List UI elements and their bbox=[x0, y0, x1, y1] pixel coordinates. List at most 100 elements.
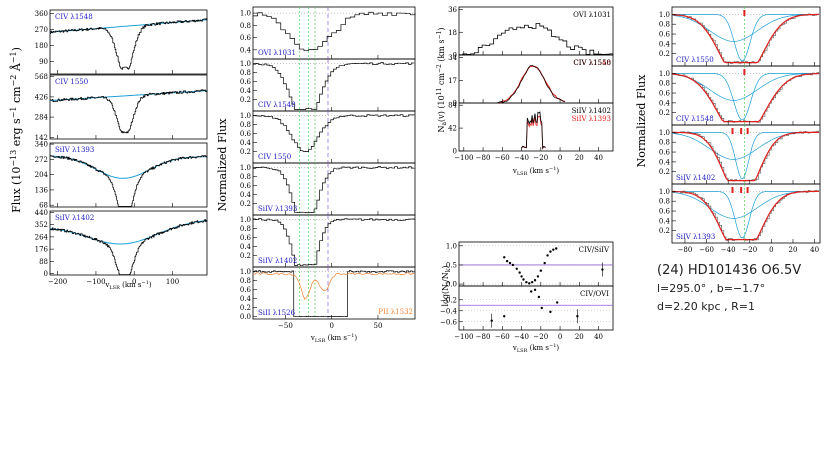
ratio-1-xtick-label: 20 bbox=[575, 333, 584, 341]
ratio-point bbox=[539, 269, 543, 272]
ratio-point bbox=[552, 248, 555, 251]
flux-2-ytick-label: 204 bbox=[35, 171, 49, 179]
norm-1-ytick-label: 0.6 bbox=[240, 78, 252, 86]
na-2-xtick-label: 40 bbox=[594, 154, 603, 162]
flux-2-ytick-label: 340 bbox=[35, 141, 48, 149]
flux-0-ytick-label: 270 bbox=[35, 26, 48, 34]
component-marker bbox=[746, 187, 749, 193]
fit-component-narrow bbox=[672, 14, 819, 61]
norm-spectrum-line bbox=[253, 62, 415, 110]
line-label: SiII λ1526 bbox=[258, 309, 296, 317]
norm-5-ytick-label: 0.4 bbox=[240, 295, 252, 303]
ratio-1-ytick-label: −0.6 bbox=[440, 318, 458, 326]
norm-1-ytick-label: 0.2 bbox=[240, 96, 251, 104]
ratio-point bbox=[555, 301, 559, 304]
fit-2-ytick-label: 0.4 bbox=[659, 158, 671, 166]
norm-0-ytick-label: 1.0 bbox=[240, 10, 251, 18]
ratio-point bbox=[511, 263, 515, 267]
fit-3-xtick-label: −20 bbox=[742, 246, 757, 254]
x-axis-label: vLSR (km s−1) bbox=[310, 333, 358, 344]
component-marker bbox=[746, 128, 749, 134]
line-label: CIV λ1550 bbox=[573, 59, 611, 67]
x-axis-label: vLSR (km s−1) bbox=[512, 343, 560, 354]
norm-5-xtick-label: 0 bbox=[329, 322, 333, 330]
distance-info: d=2.20 kpc , R=1 bbox=[657, 300, 755, 313]
flux-1-ytick-label: 284 bbox=[35, 114, 49, 122]
ratio-1-ytick-label: −0.4 bbox=[440, 307, 458, 315]
flux-panel-frame bbox=[49, 210, 208, 276]
ratio-1-ytick-label: −0.2 bbox=[440, 296, 457, 304]
fit-component-broad bbox=[671, 191, 819, 219]
fit-3-ytick-label: 0.8 bbox=[659, 198, 670, 206]
component-marker bbox=[731, 128, 734, 134]
civ-1550-na-profile bbox=[497, 64, 566, 104]
ratio-point bbox=[503, 315, 506, 318]
norm-1-ytick-label: 0.4 bbox=[240, 87, 252, 95]
fit-3-xtick-label: 0 bbox=[769, 246, 773, 254]
flux-3-ytick-label: 352 bbox=[35, 221, 48, 229]
na-2-xtick-label: 0 bbox=[558, 154, 562, 162]
ratio-point bbox=[537, 295, 541, 299]
fit-3-xtick-label: −40 bbox=[721, 246, 736, 254]
line-label: SiIV λ1393 bbox=[55, 146, 94, 154]
flux-3-xtick-label: 100 bbox=[166, 278, 179, 286]
na-2-ytick-label: 0 bbox=[453, 148, 457, 156]
line-label: CIV 1550 bbox=[55, 78, 88, 86]
ratio-point bbox=[549, 310, 552, 314]
norm-1-ytick-label: 1.0 bbox=[240, 60, 251, 68]
ratio-1-xtick-label: 40 bbox=[594, 333, 603, 341]
flux-0-ytick-label: 180 bbox=[35, 42, 48, 50]
na-2-ytick-label: 84 bbox=[448, 102, 457, 110]
norm-5-xtick-label: −50 bbox=[278, 322, 293, 330]
fit-1-ytick-label: 0.2 bbox=[659, 109, 670, 117]
flux-panel-frame bbox=[49, 74, 208, 140]
ratio-point bbox=[529, 290, 533, 293]
flux-1-ytick-label: 426 bbox=[35, 93, 49, 101]
norm-panel-frame bbox=[252, 266, 416, 320]
x-axis-label: vLSR (km s−1) bbox=[104, 280, 152, 291]
civ-1548-na-profile bbox=[497, 65, 565, 104]
norm-spectrum-line bbox=[253, 11, 416, 51]
line-label: SiIV λ1402 bbox=[258, 257, 297, 265]
na-2-xtick-label: −40 bbox=[514, 154, 529, 162]
ratio-1-xtick-label: −60 bbox=[495, 333, 510, 341]
fit-0-ytick-label: 0.6 bbox=[659, 31, 671, 39]
norm-5-xtick-label: 50 bbox=[374, 322, 383, 330]
flux-3-ytick-label: 0 bbox=[44, 270, 48, 278]
line-label: CIV λ1550 bbox=[676, 56, 714, 64]
flux-spectrum-line bbox=[50, 89, 208, 134]
norm-3-ytick-label: 0.8 bbox=[240, 173, 251, 181]
ratio-point bbox=[505, 259, 509, 263]
line-label: SiIV λ1393 bbox=[676, 233, 715, 241]
ratio-point bbox=[555, 247, 558, 250]
panel-group-c-column-density: 36 18 0 OVI λ1031 CIV λ1548 34 17 0 CIV λ1550 SiI… bbox=[436, 6, 614, 177]
flux-panel-frame bbox=[49, 142, 208, 208]
star-name: (24) HD101436 O6.5V bbox=[657, 263, 802, 278]
na-2-ytick-label: 42 bbox=[448, 125, 457, 133]
norm-spectrum-line bbox=[253, 166, 415, 214]
x-axis-label: vLSR (km s−1) bbox=[512, 166, 560, 177]
flux-3-xtick-label: −200 bbox=[48, 278, 67, 286]
ratio-point bbox=[533, 279, 537, 282]
norm-2-ytick-label: 0.6 bbox=[240, 130, 252, 138]
fit-3-xtick-label: 20 bbox=[789, 246, 798, 254]
fit-1-ytick-label: 0.4 bbox=[659, 99, 671, 107]
ratio-1-xtick-label: −40 bbox=[514, 333, 529, 341]
norm-spectrum-line bbox=[253, 114, 415, 152]
flux-1-ytick-label: 568 bbox=[35, 73, 48, 81]
norm-spectrum-line bbox=[253, 270, 415, 318]
component-marker bbox=[740, 187, 743, 193]
line-label: CIV 1550 bbox=[258, 153, 291, 161]
fit-component-narrow bbox=[672, 73, 819, 121]
fit-model-line bbox=[671, 13, 819, 64]
fit-0-ytick-label: 0.8 bbox=[659, 21, 670, 29]
norm-3-ytick-label: 0.4 bbox=[240, 191, 252, 199]
fit-3-ytick-label: 0.2 bbox=[659, 227, 670, 235]
y-axis-label: Normalized Flux bbox=[635, 74, 648, 168]
component-marker bbox=[731, 187, 734, 193]
norm-4-ytick-label: 0.8 bbox=[240, 225, 251, 233]
fit-1-ytick-label: 1.0 bbox=[659, 70, 670, 78]
norm-1-ytick-label: 0.8 bbox=[240, 69, 251, 77]
